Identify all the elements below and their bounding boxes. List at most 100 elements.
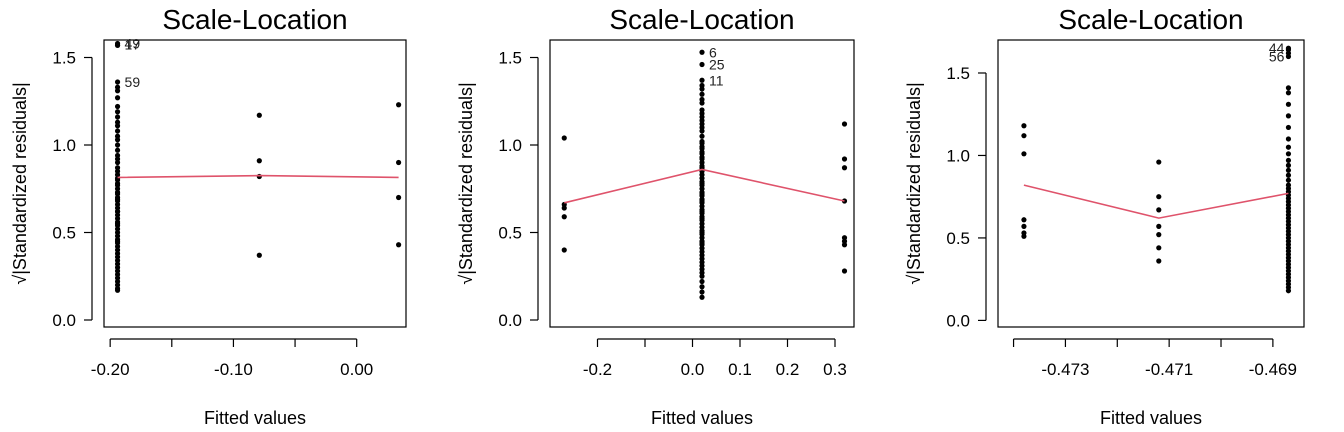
y-tick-label: 1.5 [52, 49, 76, 68]
y-axis-label: √|Standardized residuals| [10, 82, 30, 284]
data-point [699, 49, 705, 55]
data-point [699, 208, 705, 215]
x-tick-label: -0.10 [214, 360, 253, 379]
data-point [1021, 233, 1027, 239]
smoother-line [564, 168, 845, 204]
data-point [114, 142, 121, 148]
data-point [1285, 90, 1292, 96]
x-axis-label: Fitted values [204, 408, 306, 428]
data-point [114, 95, 121, 101]
data-point [699, 273, 705, 279]
data-point [114, 196, 121, 202]
y-tick-label: 0.5 [498, 224, 522, 243]
data-point [1156, 223, 1162, 229]
data-point [114, 287, 121, 293]
data-point [396, 242, 402, 248]
data-point [1156, 159, 1162, 165]
data-point [396, 194, 402, 201]
chart-title: Scale-Location [162, 4, 347, 35]
data-point [1285, 172, 1292, 178]
x-tick-label: 0.3 [823, 360, 847, 379]
x-tick-label: -0.473 [1041, 360, 1089, 379]
data-point [256, 173, 262, 180]
data-point [1021, 217, 1027, 223]
y-axis-label: √|Standardized residuals| [904, 82, 924, 284]
data-point [114, 42, 121, 48]
data-point [699, 154, 705, 160]
y-tick-label: 1.0 [52, 136, 76, 155]
data-point [1021, 133, 1027, 139]
chart-panel-2: Scale-Location -0.2 0.0 0.1 0.2 0.3 0.0 0.5 1.0 1… [456, 4, 855, 428]
x-tick-label: -0.469 [1249, 360, 1297, 379]
data-point [699, 124, 705, 131]
data-point [699, 240, 705, 246]
data-point [699, 82, 705, 89]
data-point [699, 229, 705, 236]
data-point [1021, 123, 1027, 129]
data-point [114, 147, 121, 153]
data-point [1285, 177, 1292, 183]
y-tick-label: 0.5 [52, 224, 76, 243]
point-label: 59 [125, 74, 141, 90]
data-point [561, 214, 567, 220]
data-point [114, 159, 121, 166]
data-point [114, 208, 121, 215]
data-point [1156, 194, 1162, 200]
smoother-line [1023, 184, 1289, 219]
chart-title: Scale-Location [609, 4, 794, 35]
data-point [699, 149, 705, 155]
y-tick-label: 0.0 [52, 311, 76, 330]
data-point [841, 268, 848, 274]
data-point [699, 191, 705, 197]
data-point [114, 221, 121, 227]
point-label: 49 [125, 36, 141, 52]
data-point [396, 159, 402, 166]
point-label: 6 [709, 44, 717, 60]
data-point [841, 121, 848, 127]
data-point [1285, 53, 1292, 60]
data-point [114, 114, 121, 120]
point-label: 17 [125, 36, 141, 52]
data-point [114, 79, 121, 85]
plot-frame [997, 39, 1305, 328]
plot-frame [103, 39, 407, 328]
x-tick-label: 0.00 [340, 360, 373, 379]
data-point [256, 158, 262, 164]
chart-panel-1: Scale-Location -0.20 -0.10 0.00 0.0 0.5 1.0 1.5… [10, 4, 407, 428]
smoother-line [117, 174, 399, 179]
data-point [114, 109, 121, 115]
point-label: 56 [1269, 48, 1285, 64]
point-label: 25 [709, 57, 725, 73]
y-axis-label: √|Standardized residuals| [456, 82, 476, 284]
data-point [699, 144, 705, 150]
data-point [699, 198, 705, 204]
y-tick-label: 1.5 [498, 49, 522, 68]
plot-frame [549, 39, 855, 328]
data-point [699, 91, 705, 97]
data-point [699, 180, 705, 187]
point-label: 11 [709, 72, 724, 88]
data-point [1021, 151, 1027, 157]
x-tick-label: 0.2 [776, 360, 800, 379]
data-point [1021, 223, 1027, 229]
data-point [699, 289, 705, 295]
data-point [1285, 124, 1292, 131]
data-point [396, 102, 402, 108]
data-point [561, 135, 567, 141]
data-point [1156, 258, 1162, 264]
data-point [1285, 157, 1292, 164]
data-point [699, 110, 705, 117]
x-tick-label: 0.0 [681, 360, 705, 379]
x-axis-label: Fitted values [1100, 408, 1202, 428]
data-point [114, 238, 121, 244]
data-point [114, 123, 121, 129]
data-point [699, 294, 705, 300]
x-tick-label: -0.471 [1145, 360, 1193, 379]
data-point [841, 156, 848, 162]
data-point [1285, 85, 1292, 91]
y-tick-label: 0.0 [946, 311, 970, 330]
data-point [1285, 167, 1292, 173]
y-tick-label: 0.0 [498, 311, 522, 330]
